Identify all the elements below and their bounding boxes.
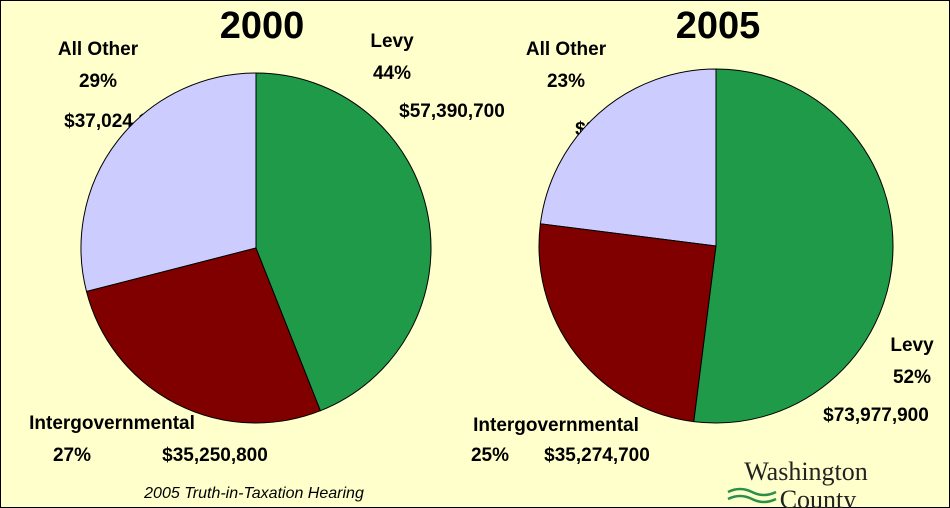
chart-title: 2005 [676,5,761,47]
logo-line1: Washington [744,457,868,486]
slice-amount: $35,250,800 [162,445,268,466]
pie-slice [80,72,257,293]
slice-percent: 25% [471,445,509,466]
chart-title: 2000 [220,5,305,47]
slice-percent: 52% [893,367,931,388]
slice-percent: 29% [79,71,117,92]
pie-slice [255,72,432,412]
slice-percent: 27% [53,445,91,466]
footer: 2005 Truth-in-Taxation Hearing [143,485,364,502]
slice-label: Levy [890,335,934,356]
slice-amount: $73,977,900 [823,405,929,426]
slice-amount: $57,390,700 [399,101,505,122]
pie-slice [693,68,894,424]
slice-percent: 23% [547,71,585,92]
pie-slice [539,68,717,247]
slice-label: Levy [370,31,414,52]
logo: Washington County [727,457,868,508]
pie-slice [85,247,322,424]
slice-percent: 44% [373,63,411,84]
slice-label: All Other [58,39,139,60]
slice-label: Intergovernmental [473,415,639,436]
slice-amount: $35,274,700 [544,445,650,466]
slice-label: Intergovernmental [29,413,195,434]
logo-waves [727,487,777,504]
logo-line2: County [780,485,857,508]
pie-slice [538,223,717,423]
slice-label: All Other [526,39,607,60]
